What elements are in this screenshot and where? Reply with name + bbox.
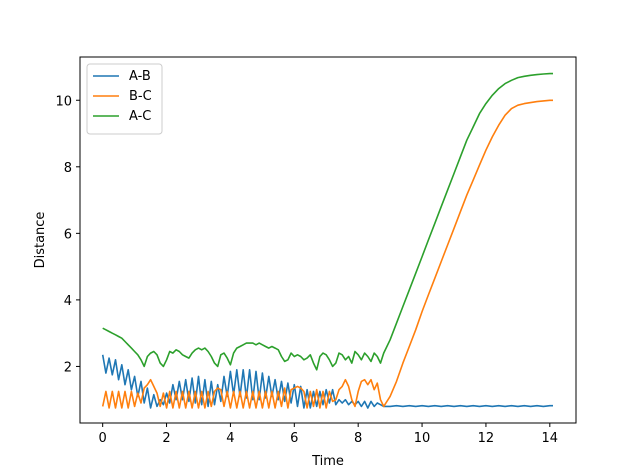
y-tick-label: 2 <box>64 360 72 375</box>
y-tick-label: 6 <box>64 227 72 242</box>
x-tick-label: 10 <box>414 431 431 446</box>
legend: A-B B-C A-C <box>86 63 163 135</box>
axes-frame <box>79 56 577 424</box>
y-tick-label: 8 <box>64 161 72 176</box>
y-tick-label: 4 <box>64 294 72 309</box>
x-axis-label: Time <box>311 454 344 469</box>
series-line-2 <box>102 72 553 371</box>
x-tick-label: 14 <box>542 431 559 446</box>
x-tick-label: 12 <box>478 431 495 446</box>
series-layer <box>101 72 553 409</box>
x-tick-label: 2 <box>162 431 170 446</box>
x-tick-label: 8 <box>354 431 362 446</box>
series-line-0 <box>101 354 553 409</box>
x-axis: 0 2 4 6 8 10 12 14 <box>99 423 559 446</box>
x-tick-label: 6 <box>290 431 298 446</box>
legend-label: B-C <box>129 89 152 104</box>
y-axis-label: Distance <box>33 212 48 269</box>
y-axis: 2 4 6 8 10 <box>55 94 80 375</box>
x-tick-label: 4 <box>226 431 234 446</box>
legend-label: A-B <box>129 69 151 84</box>
y-tick-label: 10 <box>55 94 72 109</box>
legend-label: A-C <box>129 109 151 124</box>
x-tick-label: 0 <box>99 431 107 446</box>
series-line-1 <box>101 99 553 409</box>
